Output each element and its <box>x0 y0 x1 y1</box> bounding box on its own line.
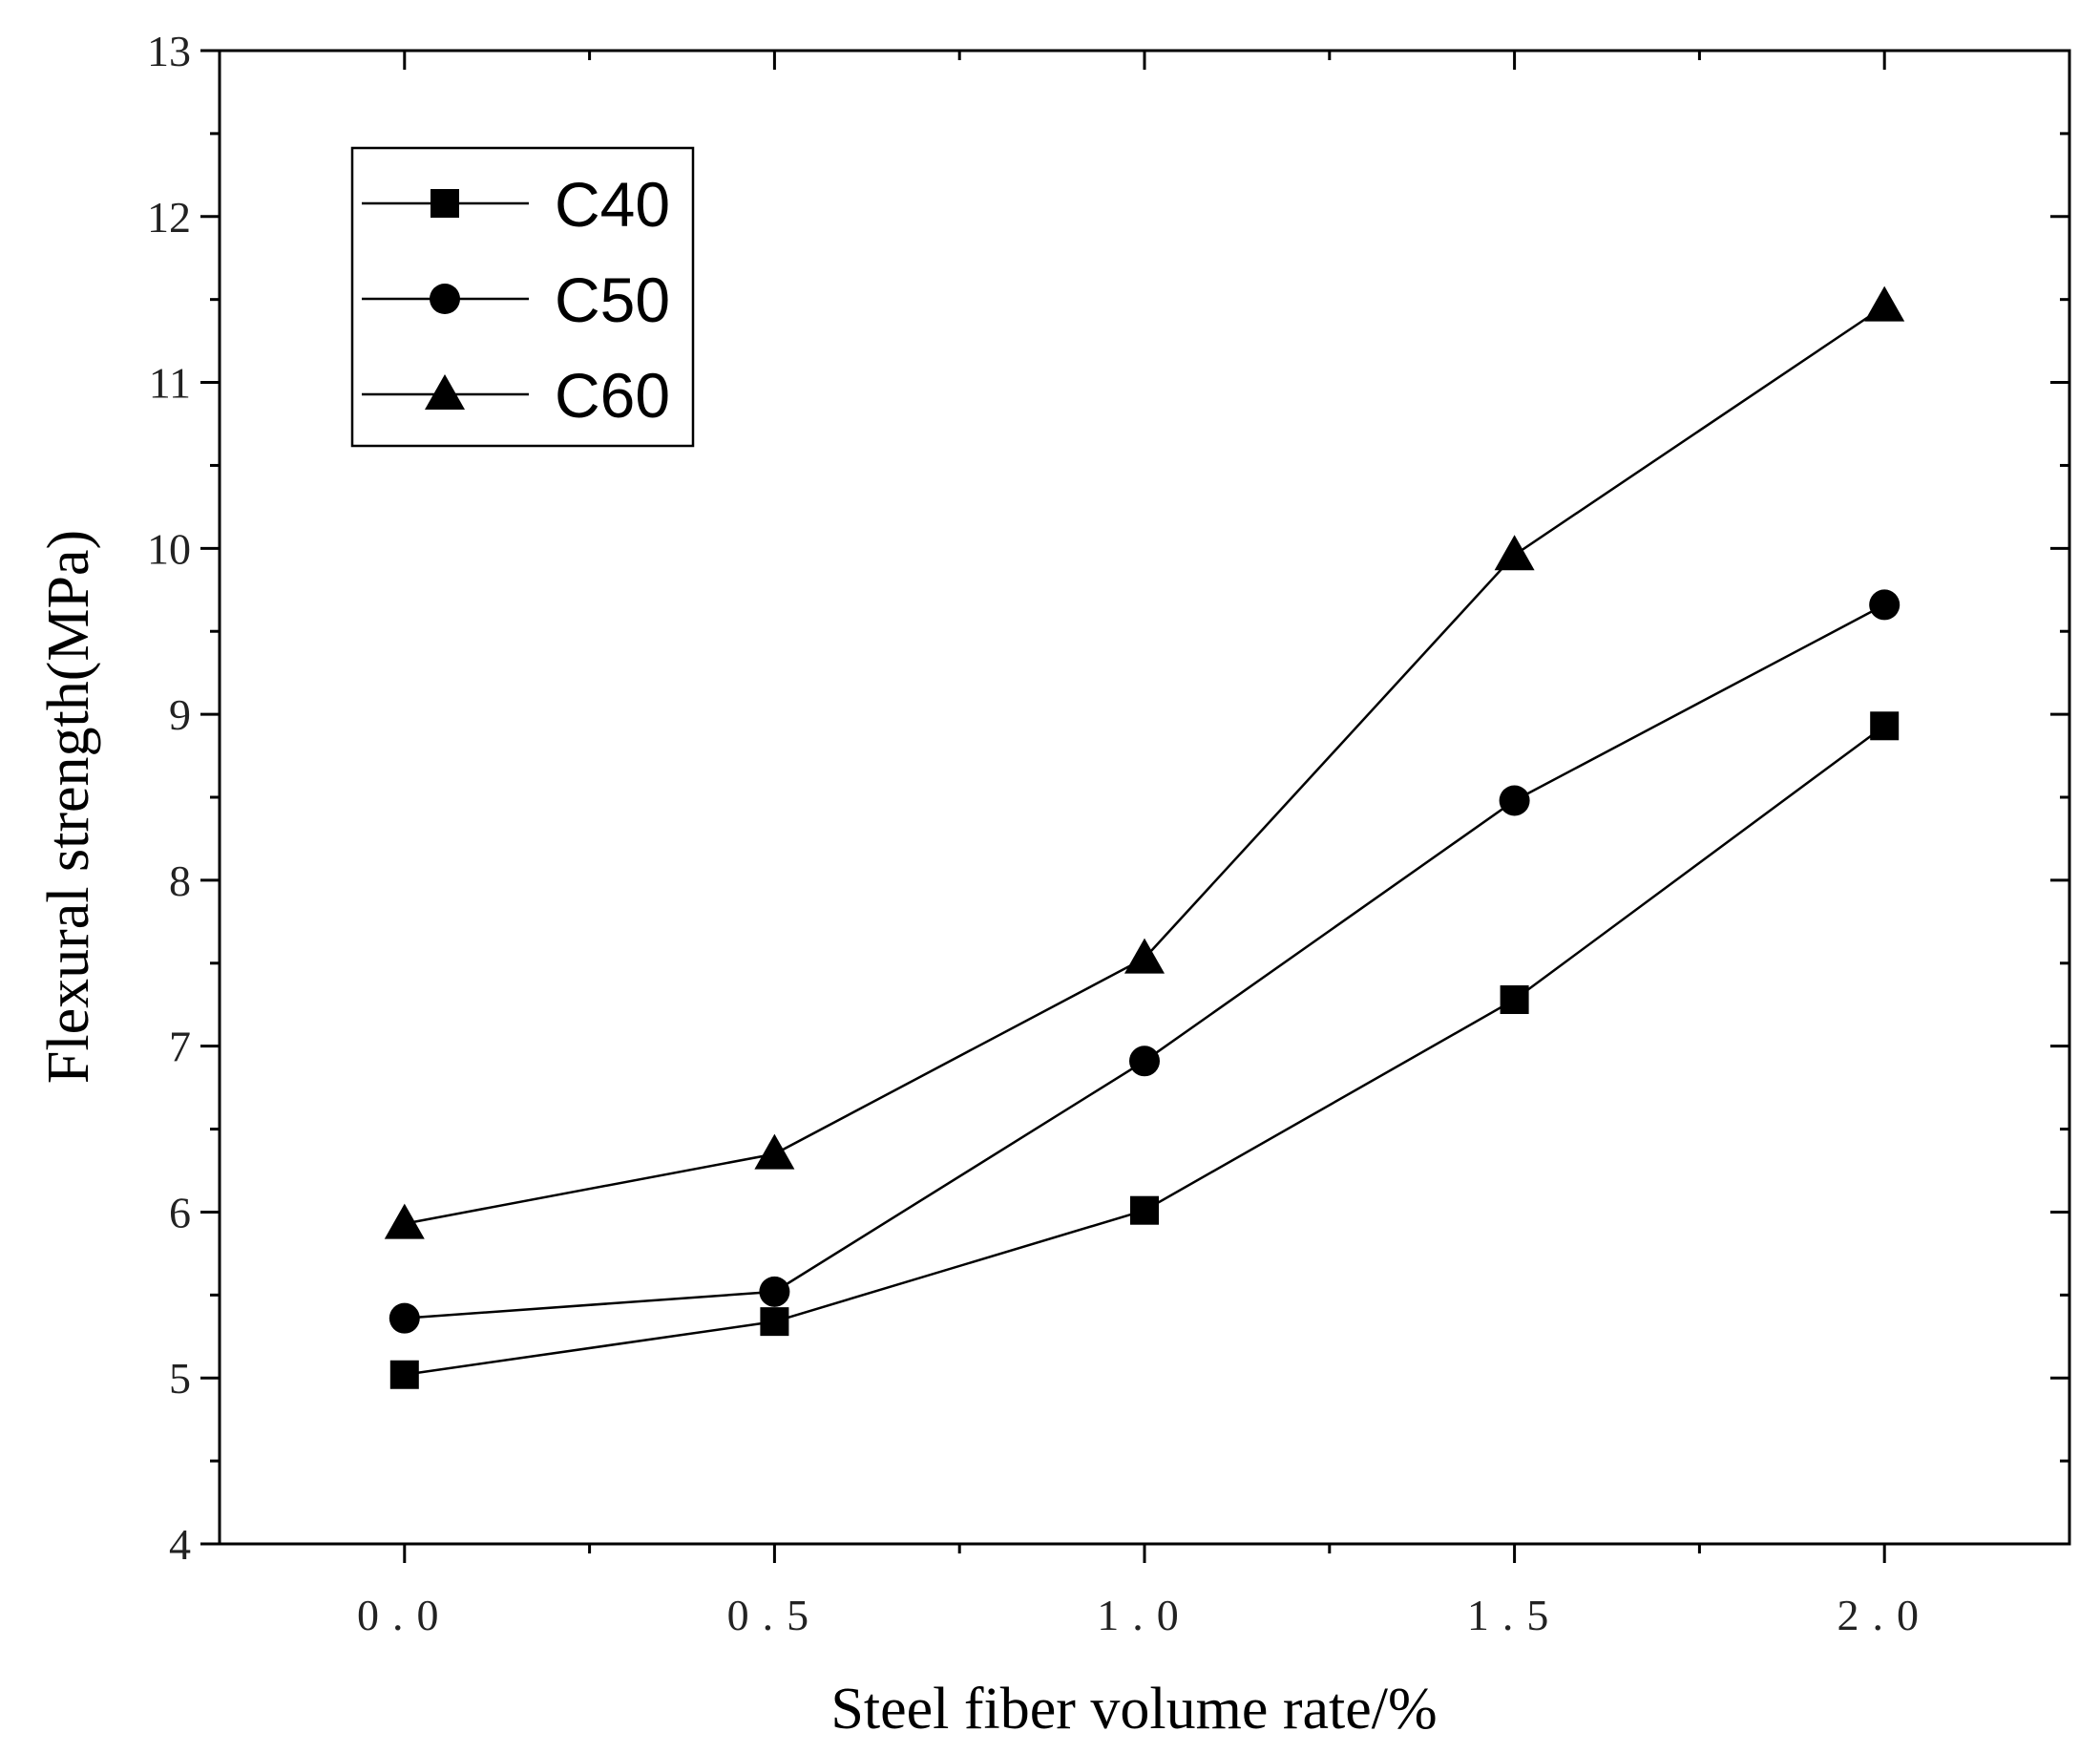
legend-entry-c60: C60 <box>362 360 670 431</box>
data-point-c50 <box>388 1302 420 1334</box>
y-tick-label: 12 <box>147 193 191 242</box>
x-axis-title: Steel fiber volume rate/% <box>830 1677 1437 1742</box>
legend-label-c40: C40 <box>555 169 670 240</box>
axes: 4 5 6 7 8 9 10 11 12 13 0.0 0.5 1.0 1.5 2.0 <box>147 27 2071 1639</box>
legend-marker-c50 <box>430 284 460 314</box>
y-tick-label: 13 <box>147 27 191 75</box>
legend-marker-c60 <box>425 374 465 410</box>
legend-label-c50: C50 <box>555 264 670 335</box>
data-point-c50 <box>1499 785 1530 816</box>
data-point-c60 <box>1864 285 1905 322</box>
data-point-c40 <box>1870 711 1900 741</box>
y-tick-label: 9 <box>169 690 191 739</box>
x-tick-label: 0.0 <box>357 1591 452 1639</box>
data-point-c50 <box>1129 1045 1160 1077</box>
legend-entry-c40: C40 <box>362 169 670 240</box>
data-point-c60 <box>384 1203 425 1239</box>
data-point-c50 <box>759 1276 790 1307</box>
legend-entry-c50: C50 <box>362 264 670 335</box>
series-c40 <box>389 711 1900 1389</box>
data-point-c40 <box>1130 1195 1159 1225</box>
x-tick-label: 0.5 <box>727 1591 823 1639</box>
y-tick-label: 6 <box>169 1188 191 1236</box>
x-tick-label: 1.5 <box>1467 1591 1563 1639</box>
y-tick-label: 8 <box>169 856 191 905</box>
data-point-c40 <box>389 1360 419 1389</box>
y-tick-label: 10 <box>147 524 191 573</box>
legend-label-c60: C60 <box>555 360 670 431</box>
y-tick-label: 5 <box>169 1354 191 1403</box>
x-tick-label: 1.0 <box>1097 1591 1192 1639</box>
y-tick-label: 7 <box>169 1023 191 1071</box>
data-point-c60 <box>1124 938 1165 974</box>
data-point-c40 <box>760 1307 789 1337</box>
data-point-c40 <box>1500 985 1529 1015</box>
data-point-c60 <box>754 1133 795 1170</box>
series-c50 <box>388 589 1900 1334</box>
series-c60 <box>384 285 1905 1239</box>
data-point-c60 <box>1494 535 1535 571</box>
legend-box <box>350 146 695 448</box>
series-group <box>384 285 1905 1389</box>
legend: C40 C50 C60 <box>350 146 695 448</box>
y-tick-label: 4 <box>169 1520 191 1569</box>
data-point-c50 <box>1869 589 1900 621</box>
legend-marker-c40 <box>430 189 459 218</box>
y-tick-label: 11 <box>149 359 191 408</box>
x-tick-label: 2.0 <box>1837 1591 1932 1639</box>
y-axis-title: Flexural strength(MPa) <box>36 530 101 1084</box>
